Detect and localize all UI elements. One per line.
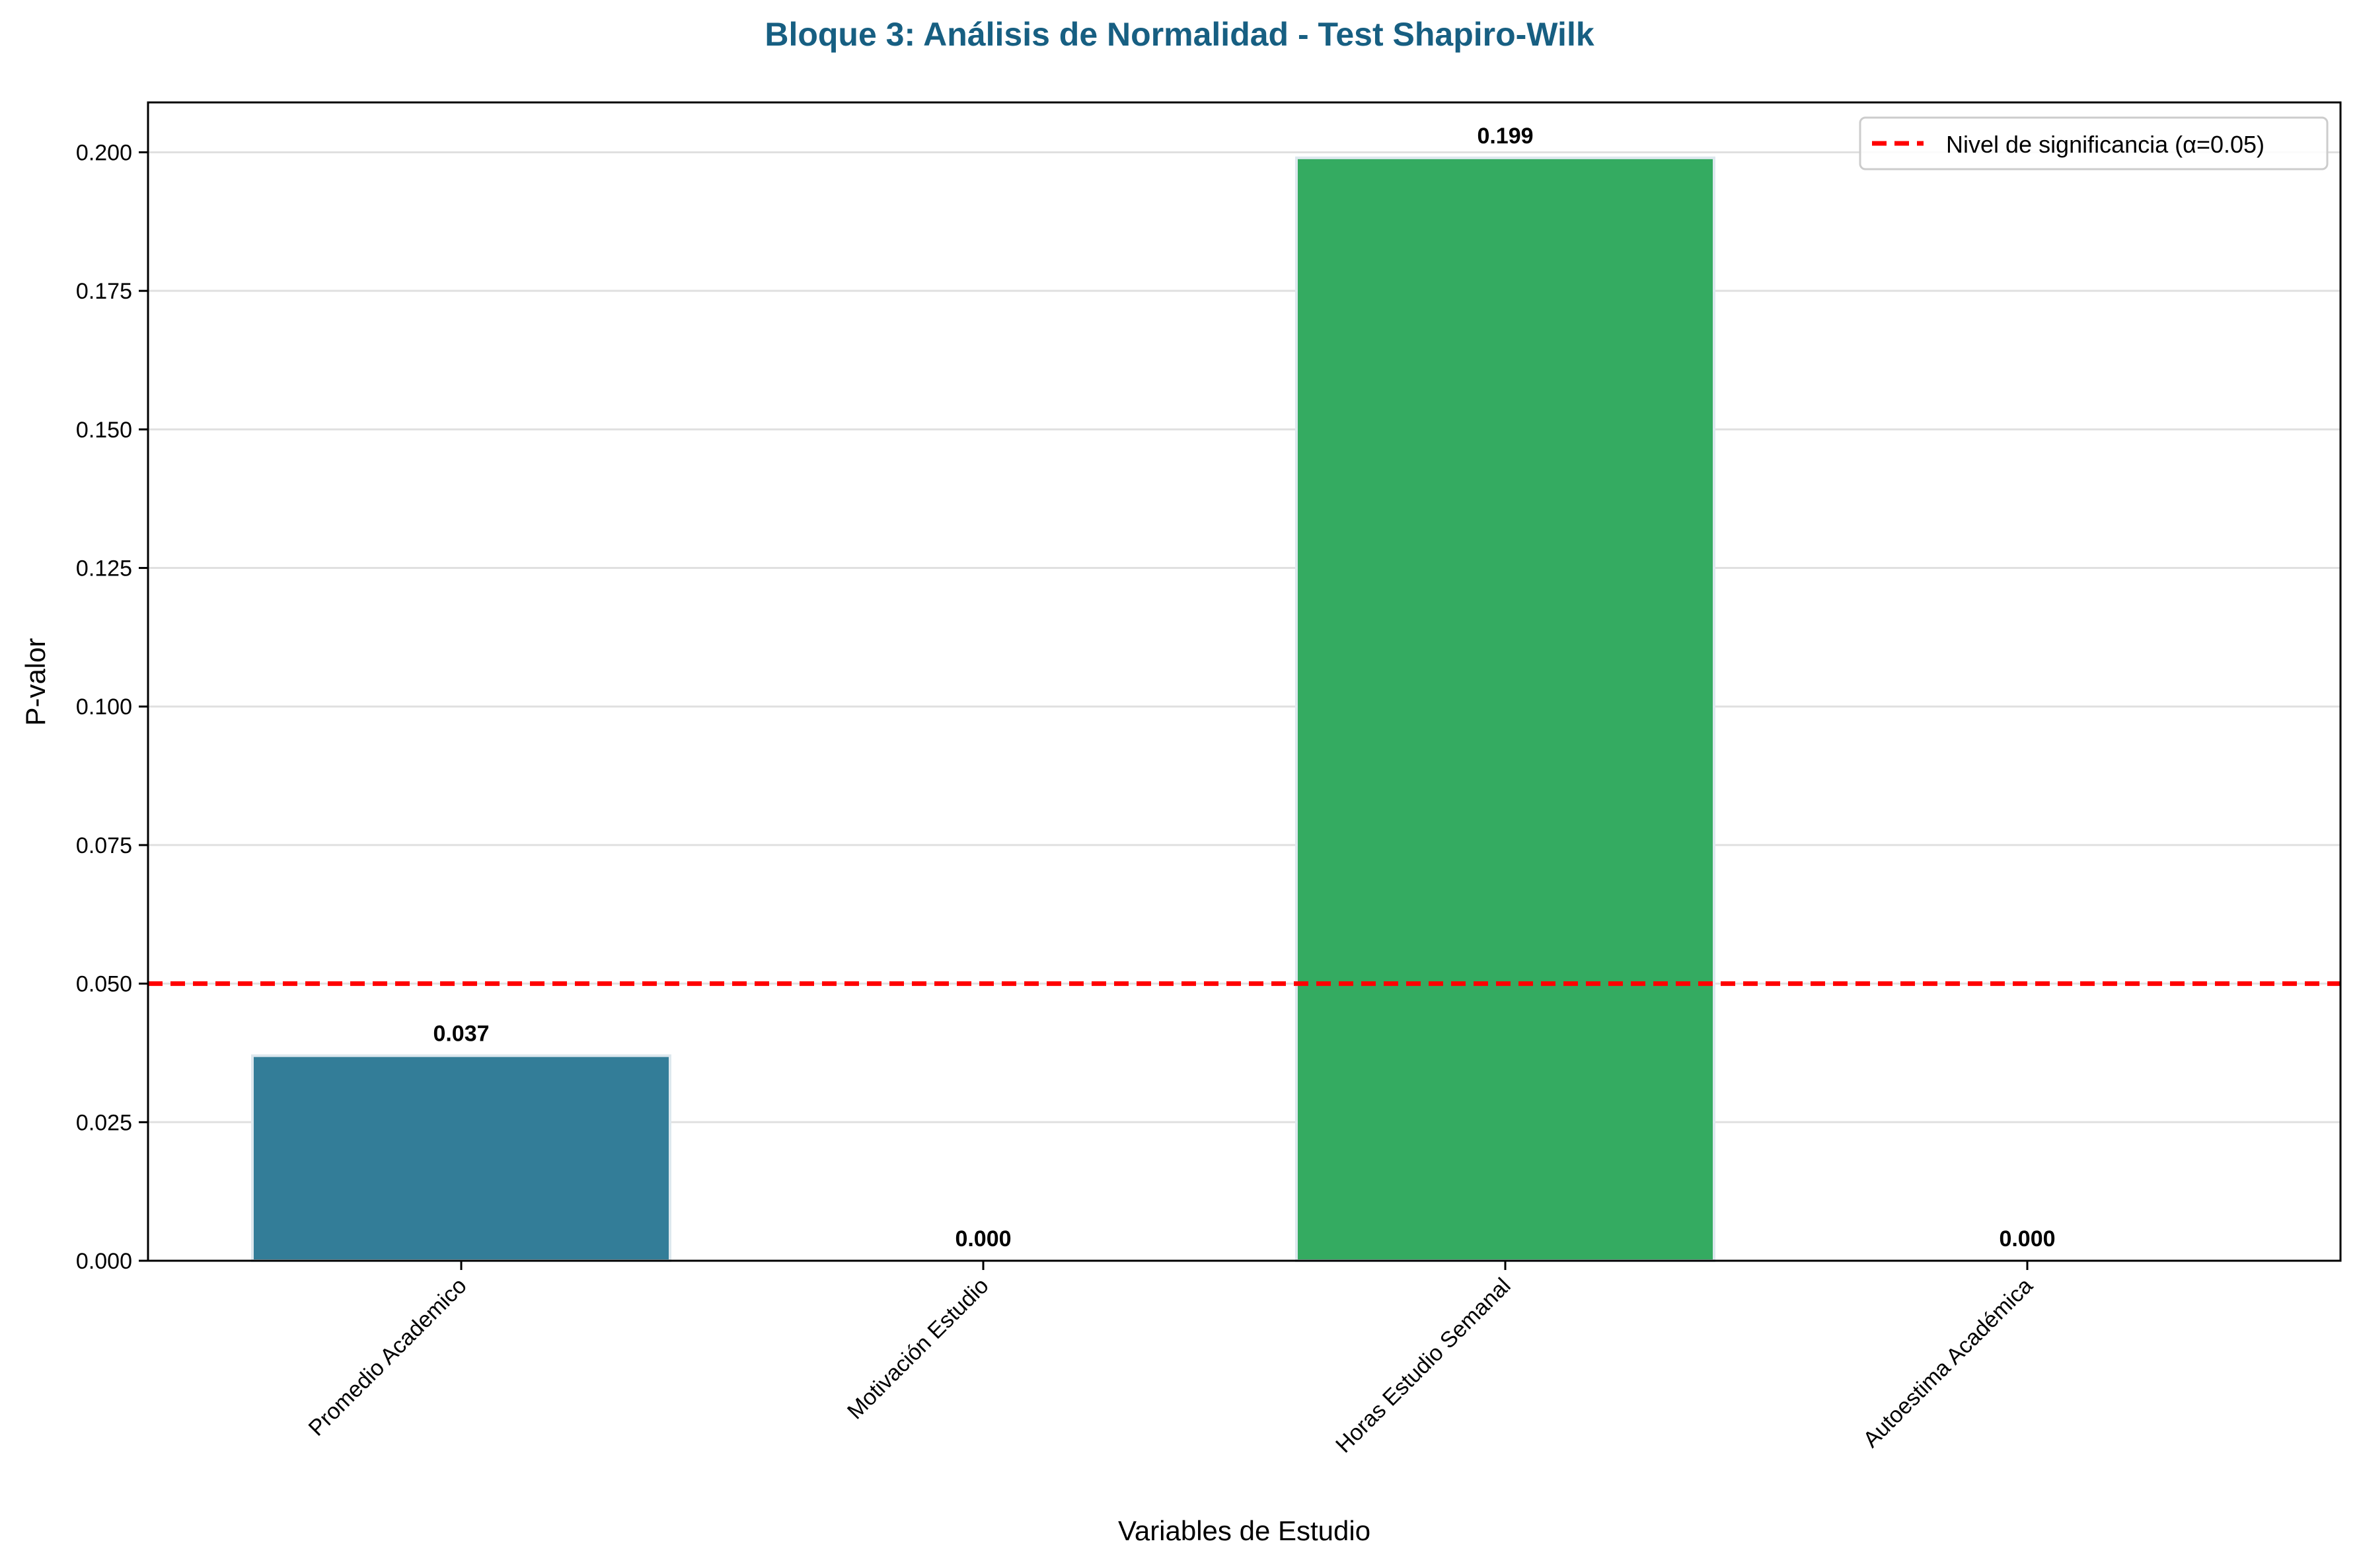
y-tick-label: 0.075 xyxy=(76,833,132,858)
y-axis-label: P-valor xyxy=(20,638,51,726)
legend-box xyxy=(1859,116,2329,170)
plot-area-frame xyxy=(147,101,2342,1262)
x-axis-label: Variables de Estudio xyxy=(1118,1515,1370,1546)
y-tick-label: 0.150 xyxy=(76,418,132,443)
bar-value-label: 0.000 xyxy=(1999,1226,2055,1251)
y-axis-ticks: 0.000 0.025 0.050 0.075 0.100 0.125 0.150 0.175… xyxy=(76,140,148,1274)
bar-value-label: 0.037 xyxy=(433,1022,489,1047)
value-labels: 0.037 0.000 0.199 0.000 xyxy=(433,124,2055,1251)
bars xyxy=(251,156,1715,1262)
bar-value-label: 0.199 xyxy=(1477,124,1533,149)
bar xyxy=(1295,156,1715,1262)
y-tick-label: 0.025 xyxy=(76,1110,132,1135)
legend: Nivel de significancia (α=0.05) xyxy=(1859,116,2329,170)
chart-title: Bloque 3: Análisis de Normalidad - Test … xyxy=(765,16,1594,53)
y-tick-label: 0.125 xyxy=(76,556,132,581)
bar-value-label: 0.000 xyxy=(955,1226,1011,1251)
y-tick-label: 0.050 xyxy=(76,972,132,997)
y-tick-label: 0.000 xyxy=(76,1249,132,1274)
y-tick-label: 0.175 xyxy=(76,279,132,304)
legend-entry-label: Nivel de significancia (α=0.05) xyxy=(1946,131,2265,158)
bar xyxy=(251,1054,671,1262)
y-tick-label: 0.100 xyxy=(76,694,132,720)
y-tick-label: 0.200 xyxy=(76,140,132,165)
